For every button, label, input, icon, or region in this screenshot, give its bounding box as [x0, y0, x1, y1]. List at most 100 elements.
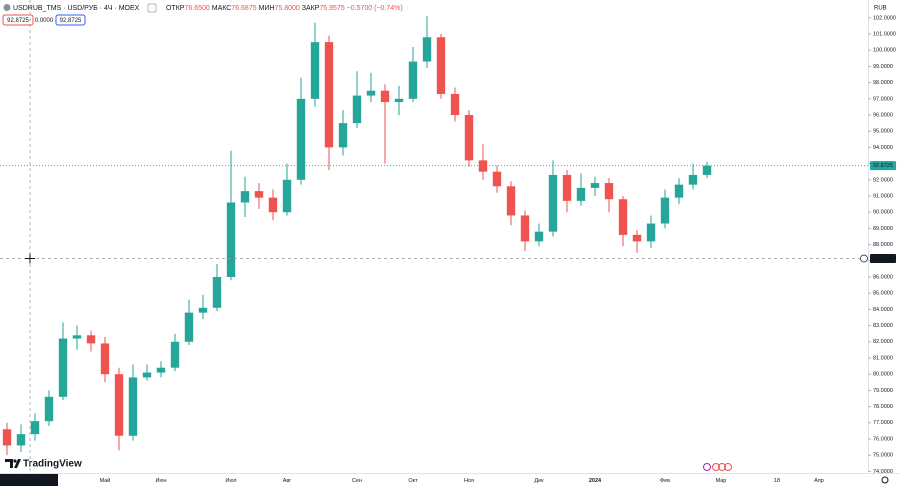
crosshair-time-tag: [0, 474, 58, 486]
currency[interactable]: RUB: [874, 6, 887, 12]
candle-body: [688, 174, 698, 185]
y-tick-label: 78.0000: [873, 404, 893, 410]
ohlc-value: 75.8000: [274, 5, 299, 12]
y-tick-label: 101.0000: [873, 31, 896, 37]
candle-body: [506, 186, 516, 216]
x-tick-label: Авг: [283, 478, 292, 484]
ohlc-value: 76.6875: [231, 5, 256, 12]
ohlc-value: 75.9575: [319, 5, 344, 12]
candle-body: [16, 434, 26, 446]
candle-body: [338, 123, 348, 148]
candle-body: [212, 276, 222, 308]
candle-body: [590, 183, 600, 188]
crosshair-time-label: чт 23 Мар '23 11:00: [5, 478, 54, 484]
crosshair-button: [860, 254, 868, 263]
ohlc-label: МИН: [259, 5, 275, 12]
candle-body: [268, 197, 278, 213]
candle-body: [562, 174, 572, 201]
candle-body: [422, 37, 432, 62]
event-icon[interactable]: [724, 463, 732, 471]
settings-icon[interactable]: [881, 476, 889, 484]
candle-body: [142, 372, 152, 378]
y-tick-label: 75.0000: [873, 453, 893, 459]
candle-body: [464, 115, 474, 161]
last-price-tag: [870, 161, 896, 171]
candle-body: [674, 184, 684, 198]
x-tick-label: Июл: [225, 478, 236, 484]
x-tick-label: Окт: [408, 478, 418, 484]
candle-body: [310, 42, 320, 99]
event-icon[interactable]: [718, 463, 726, 471]
candle-body: [226, 202, 236, 277]
candle-body: [198, 307, 208, 313]
y-tick-label: 85.0000: [873, 291, 893, 297]
sell-box[interactable]: [2, 14, 34, 26]
candle-body: [128, 377, 138, 436]
symbol: USDRUB_TMS · USD/РУБ · 4Ч · MOEX: [13, 5, 140, 12]
y-tick-label: 89.0000: [873, 226, 893, 232]
candle-body: [450, 93, 460, 116]
y-tick-label: 90.0000: [873, 210, 893, 216]
candle-body: [380, 90, 390, 103]
y-tick-label: 97.0000: [873, 96, 893, 102]
candle-body: [296, 98, 306, 180]
menu-icon[interactable]: [147, 3, 157, 13]
y-tick-label: 74.0000: [873, 469, 893, 475]
logo-dot: [13, 459, 17, 463]
candle-body: [604, 183, 614, 200]
x-tick-label: Фев: [660, 478, 670, 484]
y-tick-label: 76.0000: [873, 436, 893, 442]
x-tick-label: Дек: [534, 478, 544, 484]
candle-body: [324, 42, 334, 148]
candle-body: [576, 187, 586, 201]
candle-body: [184, 312, 194, 342]
candle-body: [618, 199, 628, 235]
y-tick-label: 80.0000: [873, 372, 893, 378]
candle-body: [72, 335, 82, 339]
x-tick-label: 2024: [589, 478, 602, 484]
candle-body: [58, 338, 68, 397]
candle-body: [436, 37, 446, 94]
crosshair-price-label: 87.1425: [873, 256, 893, 262]
event-icon[interactable]: [703, 463, 711, 471]
x-tick-label: Апр: [814, 478, 824, 484]
x-tick-label: 18: [774, 478, 780, 484]
candle-body: [156, 367, 166, 373]
buy-price[interactable]: 92.8725: [60, 18, 82, 24]
candle-body: [492, 171, 502, 187]
spread: 0.0000: [35, 18, 54, 24]
y-tick-label: 91.0000: [873, 193, 893, 199]
y-tick-label: 77.0000: [873, 420, 893, 426]
y-tick-label: 88.0000: [873, 242, 893, 248]
y-tick-label: 92.0000: [873, 177, 893, 183]
y-tick-label: 82.0000: [873, 339, 893, 345]
y-tick-label: 102.0000: [873, 15, 896, 21]
candle-body: [534, 231, 544, 242]
candle-body: [86, 335, 96, 344]
candle-body: [548, 174, 558, 232]
plot-area: [0, 16, 868, 456]
candle-body: [660, 197, 670, 224]
crosshair-price-tag: [870, 253, 896, 263]
event-icon[interactable]: [712, 463, 720, 471]
candle-body: [240, 191, 250, 203]
candle-body: [702, 165, 712, 175]
candle-body: [170, 341, 180, 368]
candle-body: [646, 223, 656, 242]
x-tick-label: Май: [100, 477, 111, 484]
y-tick-label: 83.0000: [873, 323, 893, 329]
x-tick-label: Ноя: [464, 478, 474, 484]
candle-body: [282, 179, 292, 213]
candle-body: [366, 90, 376, 96]
buy-box[interactable]: [55, 14, 86, 26]
y-tick-label: 94.0000: [873, 145, 893, 151]
y-tick-label: 79.0000: [873, 388, 893, 394]
y-tick-label: 99.0000: [873, 64, 893, 70]
sell-price[interactable]: 92.8725: [7, 18, 29, 24]
candle-body: [44, 396, 54, 422]
y-tick-label: 84.0000: [873, 307, 893, 313]
crosshair-cursor: [25, 253, 35, 264]
candle-body: [100, 343, 110, 375]
candle-body: [30, 421, 40, 435]
